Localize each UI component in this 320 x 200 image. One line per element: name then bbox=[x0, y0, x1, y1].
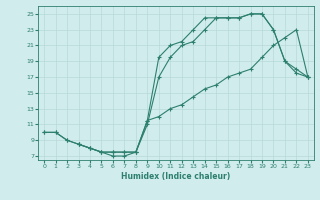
X-axis label: Humidex (Indice chaleur): Humidex (Indice chaleur) bbox=[121, 172, 231, 181]
